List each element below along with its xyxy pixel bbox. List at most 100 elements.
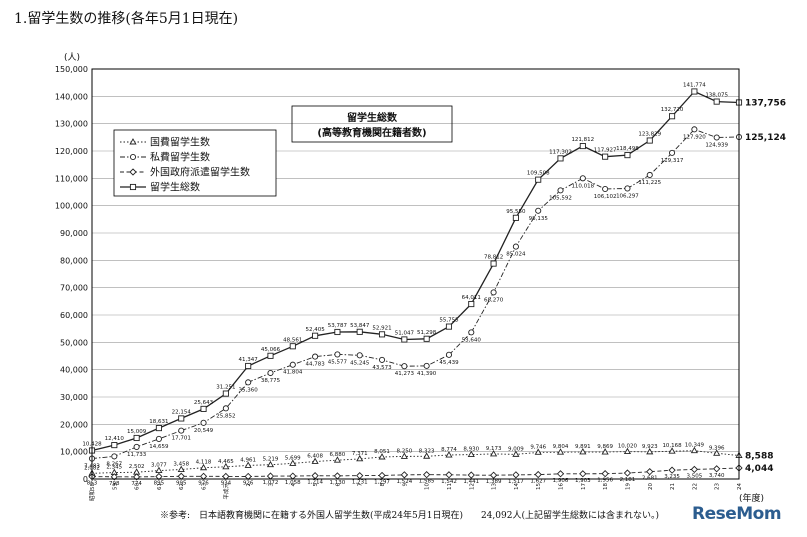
data-label-diamond: 1,058 <box>285 480 301 486</box>
data-point-diamond <box>713 465 721 473</box>
x-tick-label: 15 <box>536 483 542 490</box>
legend-label: 国費留学生数 <box>150 136 210 149</box>
data-point-circle <box>624 185 631 192</box>
y-tick-label: 150,000 <box>55 65 88 74</box>
data-point-circle <box>535 207 542 214</box>
data-point-square <box>512 214 519 221</box>
data-label-circle: 41,273 <box>395 371 415 377</box>
data-point-legend-circle <box>129 153 137 161</box>
annotation-box: 留学生総数 (高等教育機関在籍者数) <box>291 105 453 143</box>
x-tick-label: 12 <box>469 483 475 490</box>
data-point-triangle <box>266 460 275 468</box>
data-point-triangle <box>423 452 431 459</box>
y-tick-label: 90,000 <box>60 229 88 238</box>
data-labels: 2,082 2,345 2,502 3,077 3,458 4,118 4,465 4,961… <box>82 82 786 486</box>
data-label-diamond: 1,231 <box>352 480 368 486</box>
data-point-triangle <box>467 450 475 458</box>
y-tick-label: 110,000 <box>55 174 88 183</box>
data-point-circle <box>289 361 296 368</box>
x-tick-label: 14 <box>514 483 520 490</box>
data-label-triangle: 5,699 <box>285 455 301 461</box>
data-label-diamond: 1,542 <box>441 479 457 485</box>
x-tick-label: 10 <box>425 483 431 490</box>
x-tick-label: 21 <box>670 483 676 490</box>
data-point-square <box>445 323 453 330</box>
data-point-circle <box>334 351 341 358</box>
data-label-diamond: 4,044 <box>745 464 773 474</box>
data-point-triangle <box>222 462 230 470</box>
data-point-square <box>713 98 720 105</box>
data-label-square: 51,047 <box>395 330 415 336</box>
data-label-diamond: 863 <box>87 481 98 487</box>
annotation-box-outline <box>291 105 453 143</box>
data-point-triangle <box>177 465 185 472</box>
data-label-diamond: 1,517 <box>508 479 524 485</box>
data-label-triangle: 9,009 <box>508 446 524 452</box>
x-axis-ticks: 昭和58 59 60 61 62 63 平成元 2 3 4 5 6 7 8 9 10 11 12 13 14 15 16 1… <box>88 483 743 502</box>
page-title: 1.留学生数の推移(各年5月1日現在) <box>14 11 239 27</box>
data-label-triangle: 9,746 <box>530 444 546 450</box>
data-point-triangle <box>311 457 319 464</box>
data-label-triangle: 8,774 <box>441 447 457 453</box>
x-tick-label: 22 <box>692 483 698 490</box>
data-label-circle: 35,360 <box>239 387 259 393</box>
x-tick-label: 11 <box>447 483 453 490</box>
data-label-square: 25,643 <box>194 400 214 406</box>
data-label-triangle: 9,396 <box>709 445 725 451</box>
data-label-circle: 127,920 <box>683 134 706 140</box>
data-point-diamond <box>668 466 676 474</box>
data-point-circle <box>512 243 519 250</box>
y-tick-label: 130,000 <box>55 120 88 129</box>
x-tick-label: 63 <box>202 483 208 490</box>
data-label-circle: 53,640 <box>462 337 482 343</box>
data-label-circle: 41,804 <box>283 370 303 376</box>
y-tick-label: 50,000 <box>60 338 88 347</box>
x-tick-label: 18 <box>603 483 609 490</box>
x-tick-label: 7 <box>358 483 364 487</box>
data-label-circle: 8,267 <box>106 461 122 467</box>
data-label-diamond: 1,585 <box>419 479 435 485</box>
data-point-diamond <box>423 471 431 479</box>
y-tick-label: 120,000 <box>55 147 88 156</box>
series-triangle <box>88 446 743 476</box>
data-point-circle <box>646 171 653 179</box>
data-label-square: 31,251 <box>216 385 235 391</box>
legend-box <box>113 129 277 197</box>
data-point-square <box>289 343 296 350</box>
data-point-diamond <box>646 468 654 476</box>
data-point-triangle <box>713 449 721 456</box>
data-point-legend-square <box>129 183 137 191</box>
data-point-square <box>401 336 408 343</box>
data-point-circle <box>222 405 229 412</box>
data-label-square: 121,812 <box>571 137 594 143</box>
data-point-square <box>579 142 586 150</box>
data-label-triangle: 9,891 <box>575 444 591 450</box>
data-point-circle <box>602 185 609 193</box>
data-point-circle <box>312 353 319 360</box>
data-point-diamond <box>467 471 475 479</box>
data-point-diamond <box>534 470 542 479</box>
data-point-circle <box>200 419 207 426</box>
data-label-triangle: 9,923 <box>642 444 658 450</box>
data-label-square: 109,508 <box>527 171 550 177</box>
data-point-square <box>423 335 430 342</box>
data-point-diamond <box>690 465 699 474</box>
data-label-square: 45,066 <box>261 347 281 353</box>
series-line-square <box>91 90 740 452</box>
data-point-triangle <box>623 447 632 455</box>
y-tick-label: 100,000 <box>55 202 88 211</box>
data-label-diamond: 1,524 <box>396 479 412 485</box>
data-point-triangle <box>579 448 587 455</box>
grid <box>92 96 739 452</box>
series-circle <box>88 126 743 462</box>
data-label-circle: 38,775 <box>261 378 281 384</box>
data-label-square: 15,009 <box>127 429 147 435</box>
data-point-square <box>378 331 386 338</box>
data-point-diamond <box>110 473 118 481</box>
data-point-circle <box>245 379 252 386</box>
data-point-square <box>334 328 341 336</box>
data-label-diamond: 976 <box>198 480 209 486</box>
data-label-circle: 111,225 <box>638 180 661 186</box>
data-label-diamond: 1,441 <box>463 479 479 485</box>
data-point-circle <box>378 356 386 363</box>
